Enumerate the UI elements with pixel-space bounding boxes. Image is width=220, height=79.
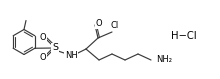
Text: Cl: Cl [111, 20, 119, 29]
Text: NH: NH [65, 52, 77, 61]
Text: H−Cl: H−Cl [171, 31, 197, 41]
Text: O: O [40, 53, 46, 62]
Text: O: O [40, 33, 46, 43]
Text: NH₂: NH₂ [156, 56, 172, 64]
Text: O: O [96, 20, 102, 29]
Text: S: S [52, 44, 58, 53]
